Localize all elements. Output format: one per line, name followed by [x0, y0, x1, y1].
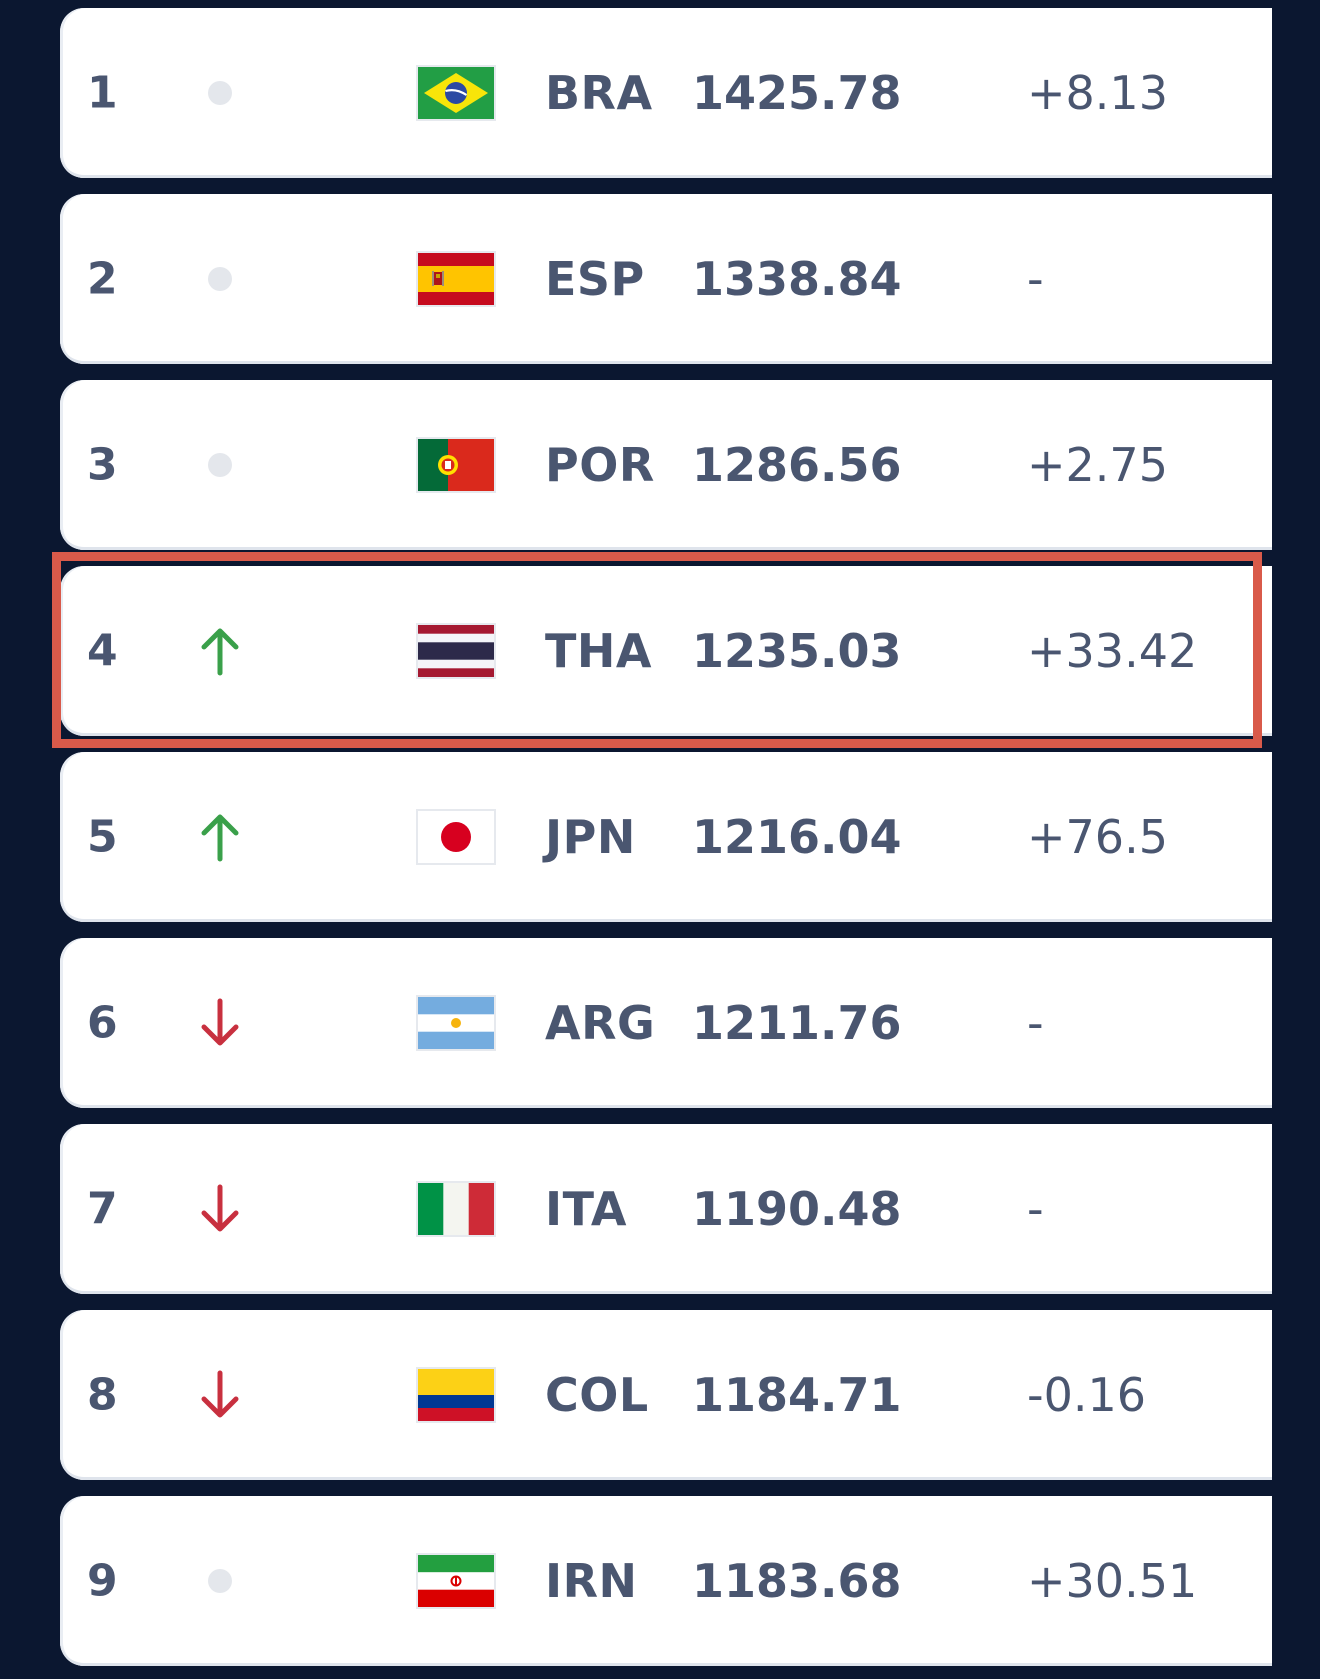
points-change: +33.42 [1027, 624, 1198, 678]
iran-flag-icon [418, 1555, 494, 1607]
points-change: +2.75 [1027, 438, 1168, 492]
thailand-flag-icon [418, 625, 494, 677]
team-code: BRA [545, 66, 653, 120]
arrow-down-icon [188, 1363, 252, 1427]
rank-number: 6 [87, 997, 118, 1049]
ranking-row[interactable]: 1 BRA 1425.78 +8.13 [60, 8, 1272, 178]
team-points: 1235.03 [692, 624, 902, 678]
rank-number: 9 [87, 1555, 118, 1607]
ranking-row[interactable]: 8 COL 1184.71 -0.16 [60, 1310, 1272, 1480]
team-points: 1211.76 [692, 996, 902, 1050]
ranking-row[interactable]: 7 ITA 1190.48 - [60, 1124, 1272, 1294]
arrow-down-icon [188, 1177, 252, 1241]
team-code: IRN [545, 1554, 638, 1608]
points-change: +30.51 [1027, 1554, 1198, 1608]
team-points: 1190.48 [692, 1182, 902, 1236]
ranking-row[interactable]: 5 JPN 1216.04 +76.5 [60, 752, 1272, 922]
team-code: ARG [545, 996, 656, 1050]
points-change: - [1027, 1182, 1044, 1236]
team-points: 1184.71 [692, 1368, 902, 1422]
team-points: 1216.04 [692, 810, 902, 864]
no-change-dot-icon [188, 1549, 252, 1613]
ranking-row[interactable]: 2 ESP 1338.84 - [60, 194, 1272, 364]
points-change: -0.16 [1027, 1368, 1147, 1422]
team-code: THA [545, 624, 652, 678]
rank-number: 1 [87, 67, 118, 119]
rank-number: 2 [87, 253, 118, 305]
brazil-flag-icon [418, 67, 494, 119]
rank-number: 5 [87, 811, 118, 863]
rank-number: 8 [87, 1369, 118, 1421]
ranking-row[interactable]: 9 IRN 1183.68 +30.51 [60, 1496, 1272, 1666]
no-change-dot-icon [188, 247, 252, 311]
team-code: POR [545, 438, 655, 492]
arrow-up-icon [188, 805, 252, 869]
points-change: - [1027, 996, 1044, 1050]
team-points: 1286.56 [692, 438, 902, 492]
team-code: ITA [545, 1182, 628, 1236]
arrow-down-icon [188, 991, 252, 1055]
points-change: - [1027, 252, 1044, 306]
no-change-dot-icon [188, 61, 252, 125]
ranking-row[interactable]: 6 ARG 1211.76 - [60, 938, 1272, 1108]
team-points: 1183.68 [692, 1554, 902, 1608]
points-change: +8.13 [1027, 66, 1168, 120]
rank-number: 7 [87, 1183, 118, 1235]
spain-flag-icon [418, 253, 494, 305]
ranking-row[interactable]: 3 POR 1286.56 +2.75 [60, 380, 1272, 550]
team-code: COL [545, 1368, 649, 1422]
team-code: ESP [545, 252, 645, 306]
team-points: 1425.78 [692, 66, 902, 120]
team-points: 1338.84 [692, 252, 902, 306]
japan-flag-icon [418, 811, 494, 863]
rank-number: 4 [87, 625, 118, 677]
ranking-row-highlighted[interactable]: 4 THA 1235.03 +33.42 [60, 566, 1272, 736]
colombia-flag-icon [418, 1369, 494, 1421]
italy-flag-icon [418, 1183, 494, 1235]
portugal-flag-icon [418, 439, 494, 491]
argentina-flag-icon [418, 997, 494, 1049]
team-code: JPN [545, 810, 636, 864]
rank-number: 3 [87, 439, 118, 491]
no-change-dot-icon [188, 433, 252, 497]
points-change: +76.5 [1027, 810, 1168, 864]
arrow-up-icon [188, 619, 252, 683]
